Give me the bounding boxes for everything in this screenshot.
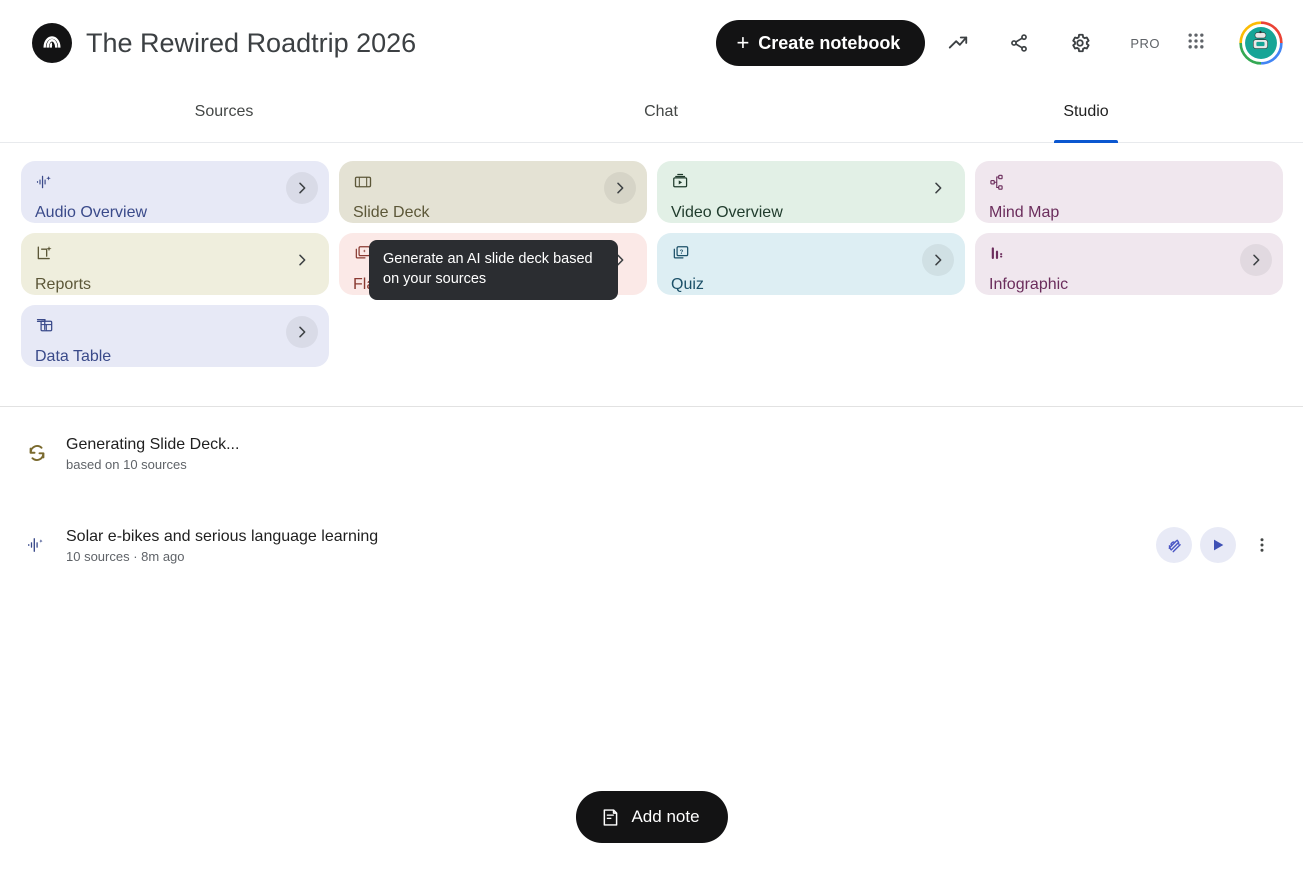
svg-text:?: ? (680, 250, 684, 256)
